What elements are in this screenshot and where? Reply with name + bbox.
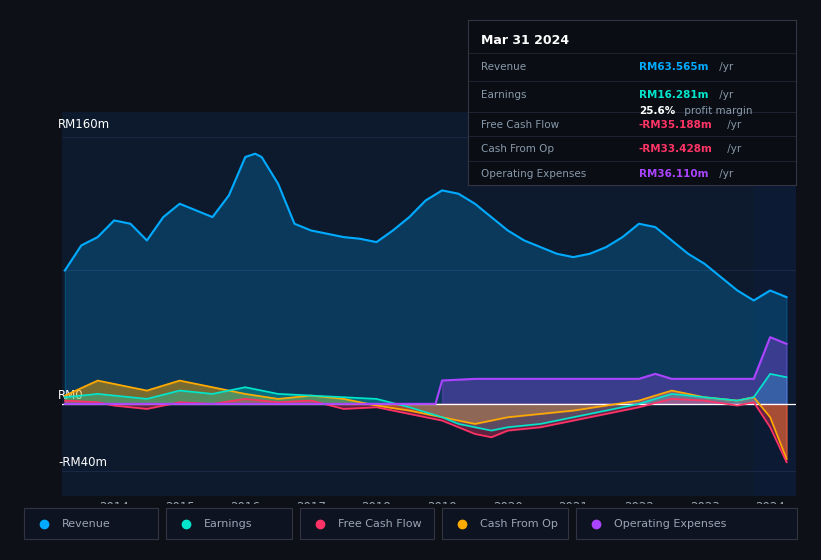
Text: 25.6%: 25.6% <box>639 106 675 116</box>
Text: Earnings: Earnings <box>204 519 253 529</box>
Text: Free Cash Flow: Free Cash Flow <box>481 119 559 129</box>
Text: Mar 31 2024: Mar 31 2024 <box>481 35 569 48</box>
Text: RM16.281m: RM16.281m <box>639 90 709 100</box>
Text: Operating Expenses: Operating Expenses <box>481 169 586 179</box>
FancyBboxPatch shape <box>166 508 292 539</box>
Text: /yr: /yr <box>716 62 733 72</box>
FancyBboxPatch shape <box>576 508 796 539</box>
FancyBboxPatch shape <box>25 508 158 539</box>
Text: /yr: /yr <box>724 144 741 155</box>
Text: Revenue: Revenue <box>481 62 526 72</box>
Text: Cash From Op: Cash From Op <box>481 144 554 155</box>
Text: -RM40m: -RM40m <box>58 456 107 469</box>
FancyBboxPatch shape <box>300 508 434 539</box>
Text: RM36.110m: RM36.110m <box>639 169 709 179</box>
Text: RM160m: RM160m <box>58 118 110 131</box>
Bar <box>754 112 796 496</box>
Text: -RM35.188m: -RM35.188m <box>639 119 713 129</box>
Text: Free Cash Flow: Free Cash Flow <box>338 519 422 529</box>
Text: RM63.565m: RM63.565m <box>639 62 709 72</box>
Text: profit margin: profit margin <box>681 106 753 116</box>
Text: /yr: /yr <box>716 169 733 179</box>
Text: Earnings: Earnings <box>481 90 526 100</box>
Text: /yr: /yr <box>716 90 733 100</box>
Text: RM0: RM0 <box>58 389 84 402</box>
Text: -RM33.428m: -RM33.428m <box>639 144 713 155</box>
FancyBboxPatch shape <box>442 508 568 539</box>
Text: Revenue: Revenue <box>62 519 111 529</box>
Text: Cash From Op: Cash From Op <box>479 519 557 529</box>
Text: Operating Expenses: Operating Expenses <box>614 519 727 529</box>
Text: /yr: /yr <box>724 119 741 129</box>
